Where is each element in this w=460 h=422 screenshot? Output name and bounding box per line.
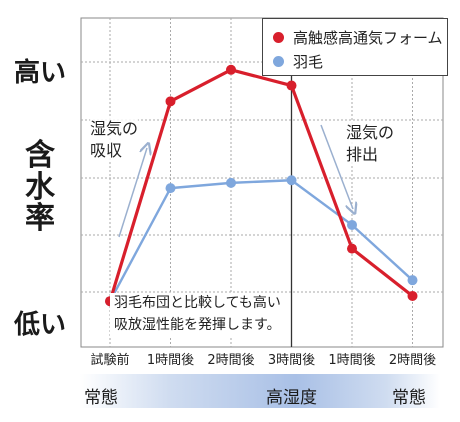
x-tick-label-0: 試験前 [90,353,130,368]
series-line-0 [108,68,414,302]
series-1-point-3 [286,175,297,186]
x-tick-label-5: 2時間後 [388,353,437,368]
x-tick-label-3: 3時間後 [267,353,316,368]
legend-dot-red [273,32,284,43]
chart-series [105,64,418,307]
series-0-point-4 [347,243,357,254]
x-tick-label-1: 1時間後 [146,353,195,368]
absorb-line-2: 吸収 [90,140,123,160]
series-1-point-2 [226,177,236,188]
release-line-1: 湿気の [346,123,395,142]
series-1-point-4 [347,219,357,230]
series-1-point-1 [165,183,176,194]
legend-dot-blue [273,56,284,67]
band-label-left: 常態 [84,388,118,408]
series-1-point-5 [407,275,418,286]
release-arrow [320,124,353,209]
y-low-label: 低い [14,310,67,340]
absorb-arrow [118,148,147,238]
chart-legend: 高触感高通気フォーム 羽毛 [262,18,448,76]
x-tick-label-4: 1時間後 [328,353,376,368]
y-axis-title: 含水率 [20,140,60,235]
release-line-2: 排出 [346,144,379,164]
y-title-char-1: 水 [25,169,55,205]
note-line-2: 吸放湿性能を発揮します。 [114,316,281,333]
legend-label-down: 羽毛 [293,53,324,71]
series-0-point-3 [286,80,297,91]
humidity-band [80,374,440,408]
y-high-label: 高い [14,58,67,88]
legend-item-down: 羽毛 [273,51,323,72]
y-title-char-2: 率 [25,201,55,236]
band-label-right: 常態 [392,388,426,408]
absorb-line-1: 湿気の [90,119,139,138]
series-0-point-2 [226,64,236,75]
trend-arrows [118,124,353,238]
performance-note: 羽毛布団と比較しても高い 吸放湿性能を発揮します。 [110,293,285,337]
series-0-point-1 [165,96,176,107]
band-label-middle: 高湿度 [266,388,317,408]
legend-item-foam: 高触感高通気フォーム [273,27,443,48]
series-0-point-5 [407,290,418,301]
release-annotation: 湿気の 排出 [346,122,395,166]
note-line-1: 羽毛布団と比較しても高い [114,295,281,311]
y-title-char-0: 含 [25,138,55,173]
absorb-annotation: 湿気の 吸収 [90,118,139,162]
series-line-1 [108,179,414,302]
x-tick-label-2: 2時間後 [207,353,255,368]
legend-label-foam: 高触感高通気フォーム [293,29,443,47]
